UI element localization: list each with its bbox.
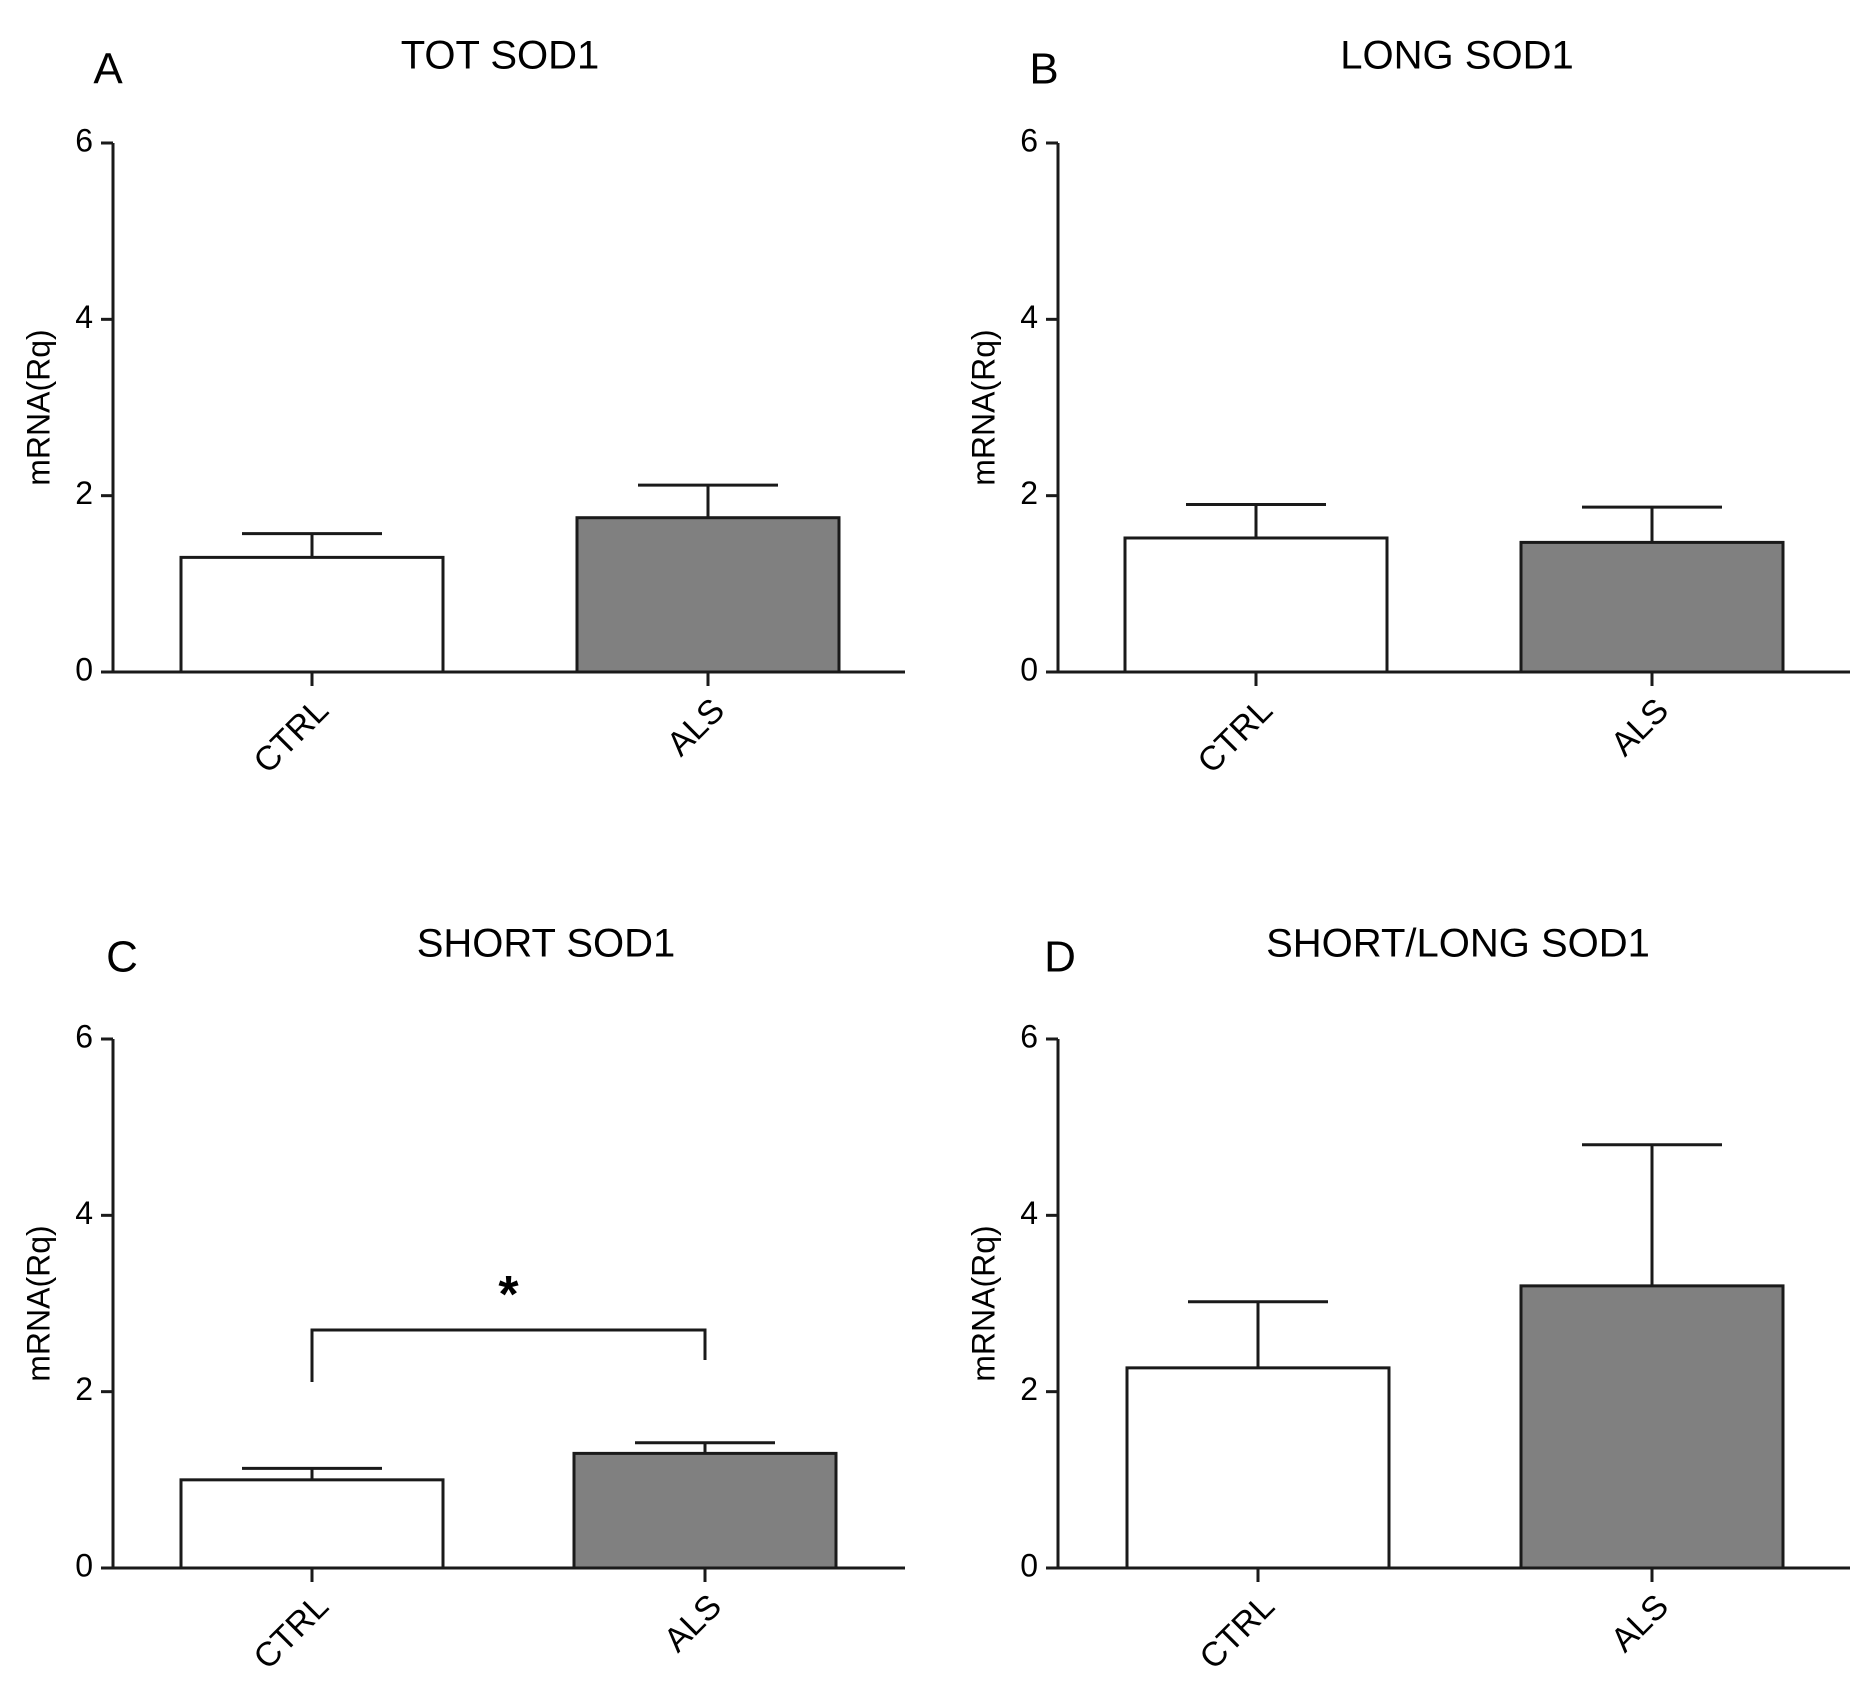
y-tick-label: 2 [1020,475,1038,511]
panel-letter: C [106,933,138,982]
panel-c: C SHORT SOD1 mRNA(Rq) 0 2 4 6 CTRL ALS * [20,922,905,1677]
y-tick-label: 2 [75,475,93,511]
bar-als [572,1451,838,1570]
x-tick-label-ctrl: CTRL [246,1587,336,1677]
panel-d: D SHORT/LONG SOD1 mRNA(Rq) 0 2 4 6 CTRL ALS [965,922,1850,1677]
y-tick-label: 0 [1020,1547,1038,1583]
y-tick-label: 4 [1020,1195,1038,1231]
y-tick-label: 6 [75,122,93,158]
bar-als [575,516,841,674]
y-tick-label: 2 [75,1371,93,1407]
bar-als [1519,540,1785,674]
y-axis-label: mRNA(Rq) [965,1225,1001,1381]
y-tick-label: 0 [75,651,93,687]
y-tick-label: 2 [1020,1371,1038,1407]
x-tick-label-ctrl: CTRL [1190,691,1280,781]
y-tick-label: 0 [1020,651,1038,687]
x-tick-label-als: ALS [657,1587,729,1659]
y-axis-label: mRNA(Rq) [20,1225,56,1381]
y-axis-label: mRNA(Rq) [20,329,56,485]
y-tick-label: 4 [75,1195,93,1231]
x-tick-label-als: ALS [1604,691,1676,763]
chart-title: SHORT/LONG SOD1 [1266,922,1650,966]
panel-letter: B [1029,45,1058,94]
x-tick-label-als: ALS [660,691,732,763]
panel-letter: A [93,45,123,94]
chart-title: SHORT SOD1 [417,922,676,966]
bar-ctrl [179,555,445,674]
y-tick-label: 4 [75,299,93,335]
y-tick-label: 4 [1020,299,1038,335]
chart-title: LONG SOD1 [1340,34,1573,78]
significance-bracket [310,1328,707,1382]
x-tick-label-als: ALS [1604,1587,1676,1659]
significance-marker: * [498,1266,519,1324]
y-tick-label: 6 [75,1018,93,1054]
panel-letter: D [1044,933,1076,982]
chart-title: TOT SOD1 [401,34,600,78]
bar-ctrl [1125,1366,1391,1570]
x-tick-label-ctrl: CTRL [1192,1587,1282,1677]
y-axis-label: mRNA(Rq) [965,329,1001,485]
x-tick-label-ctrl: CTRL [246,691,336,781]
y-tick-label: 6 [1020,122,1038,158]
y-tick-label: 6 [1020,1018,1038,1054]
bar-als [1519,1284,1785,1570]
y-tick-label: 0 [75,1547,93,1583]
panel-a: A TOT SOD1 mRNA(Rq) 0 2 4 6 CTRL ALS [20,34,905,781]
bar-ctrl [179,1478,445,1570]
bar-ctrl [1123,536,1389,674]
panel-b: B LONG SOD1 mRNA(Rq) 0 2 4 6 CTRL ALS [965,34,1850,781]
